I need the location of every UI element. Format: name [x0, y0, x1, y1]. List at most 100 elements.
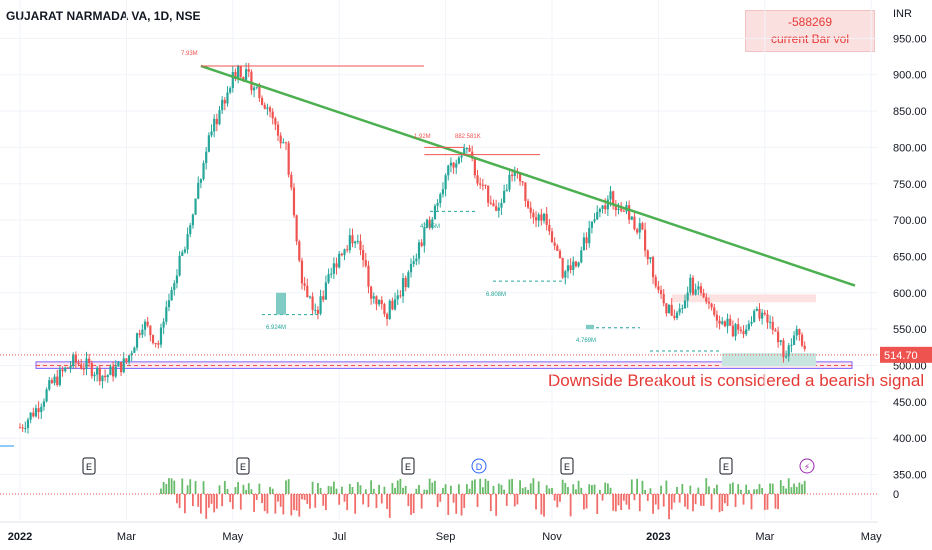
volume-bar: [622, 494, 625, 501]
candle-body: [503, 190, 506, 203]
volume-bar: [343, 494, 346, 502]
volume-bar: [319, 487, 322, 494]
candle-body: [673, 315, 676, 319]
volume-bar: [612, 494, 615, 511]
volume-bar: [708, 486, 710, 494]
volume-bar: [795, 486, 798, 494]
volume-bar: [274, 494, 277, 514]
volume-bar: [354, 494, 357, 514]
volume-bar: [226, 488, 229, 494]
volume-axis-label: 0: [893, 489, 899, 501]
candle-body: [441, 189, 445, 195]
candle-body: [420, 242, 423, 246]
candle-body: [48, 380, 51, 390]
candle-body: [545, 213, 548, 225]
candle-body: [375, 296, 378, 305]
volume-bar: [564, 482, 567, 494]
candle-body: [537, 214, 540, 221]
candle-body: [657, 286, 660, 291]
candle-body: [125, 358, 128, 362]
volume-bar: [782, 485, 785, 494]
candle-body: [734, 324, 737, 337]
volume-bar: [434, 480, 436, 494]
candle-body: [407, 272, 410, 288]
candle-body: [649, 257, 652, 260]
volume-bar: [452, 494, 455, 503]
x-tick-label: Mar: [117, 531, 136, 543]
candle-body: [479, 183, 482, 185]
candle-body: [417, 242, 421, 259]
candle-body: [18, 427, 22, 429]
candle-body: [314, 309, 317, 311]
candle-body: [766, 314, 769, 323]
candle-body: [50, 380, 54, 383]
x-tick-label: Sep: [436, 531, 456, 543]
candle-body: [247, 69, 250, 72]
candle-body: [409, 264, 413, 273]
candle-body: [580, 250, 583, 263]
candle-body: [119, 362, 123, 373]
candle-body: [774, 329, 777, 332]
volume-bar: [303, 494, 306, 500]
candle-body: [463, 148, 466, 156]
candle-body: [457, 157, 460, 164]
volume-bar: [543, 494, 545, 517]
volume-bar: [609, 487, 612, 494]
candle-body: [675, 312, 679, 319]
candle-body: [372, 296, 375, 299]
candle-body: [731, 325, 734, 337]
volume-bar: [601, 494, 604, 501]
candle-body: [308, 296, 312, 298]
candle-body: [771, 321, 774, 330]
candle-body: [359, 240, 362, 250]
volume-bar: [652, 494, 654, 514]
volume-bar: [479, 478, 482, 494]
volume-bar: [410, 494, 412, 515]
volume-bar: [660, 485, 662, 494]
volume-bar: [724, 494, 726, 504]
candle-body: [620, 208, 623, 211]
candle-body: [80, 364, 83, 369]
volume-bar: [678, 494, 681, 503]
candle-body: [34, 408, 38, 417]
candle-body: [468, 147, 471, 152]
candle-body: [686, 292, 689, 301]
candle-body: [588, 227, 591, 244]
candle-body: [636, 229, 639, 233]
candle-body: [659, 290, 663, 295]
volume-bar: [165, 484, 168, 494]
candle-body: [85, 358, 88, 369]
candle-body: [399, 295, 402, 297]
volume-bar: [721, 494, 724, 512]
x-tick-label: 2022: [8, 531, 32, 543]
volume-bar: [625, 494, 628, 505]
volume-bar: [676, 486, 678, 494]
volume-bar: [234, 487, 237, 494]
candle-body: [726, 318, 729, 327]
x-tick-label: Nov: [542, 531, 562, 543]
volume-bar: [745, 484, 748, 494]
volume-bar: [458, 484, 460, 494]
candle-body: [489, 202, 492, 204]
candle-body: [534, 217, 538, 221]
candle-body: [271, 111, 274, 119]
candle-body: [69, 365, 72, 369]
volume-bar: [258, 483, 261, 494]
candle-body: [628, 205, 631, 220]
y-tick-label: 550.00: [893, 324, 927, 336]
volume-bar: [332, 481, 335, 494]
earnings-marker: [82, 457, 96, 475]
volume-bar: [415, 488, 418, 494]
candle-body: [431, 219, 434, 228]
candle-body: [311, 296, 314, 311]
candle-body: [380, 299, 383, 305]
current-bar-volume-box: -588269 current Bar vol: [745, 10, 875, 52]
volume-bar: [532, 478, 535, 494]
candle-body: [609, 191, 612, 200]
candle-body: [667, 304, 671, 314]
candle-body: [157, 343, 160, 345]
candle-body: [42, 401, 46, 407]
volume-bar: [207, 494, 210, 508]
volume-bar: [700, 494, 702, 506]
